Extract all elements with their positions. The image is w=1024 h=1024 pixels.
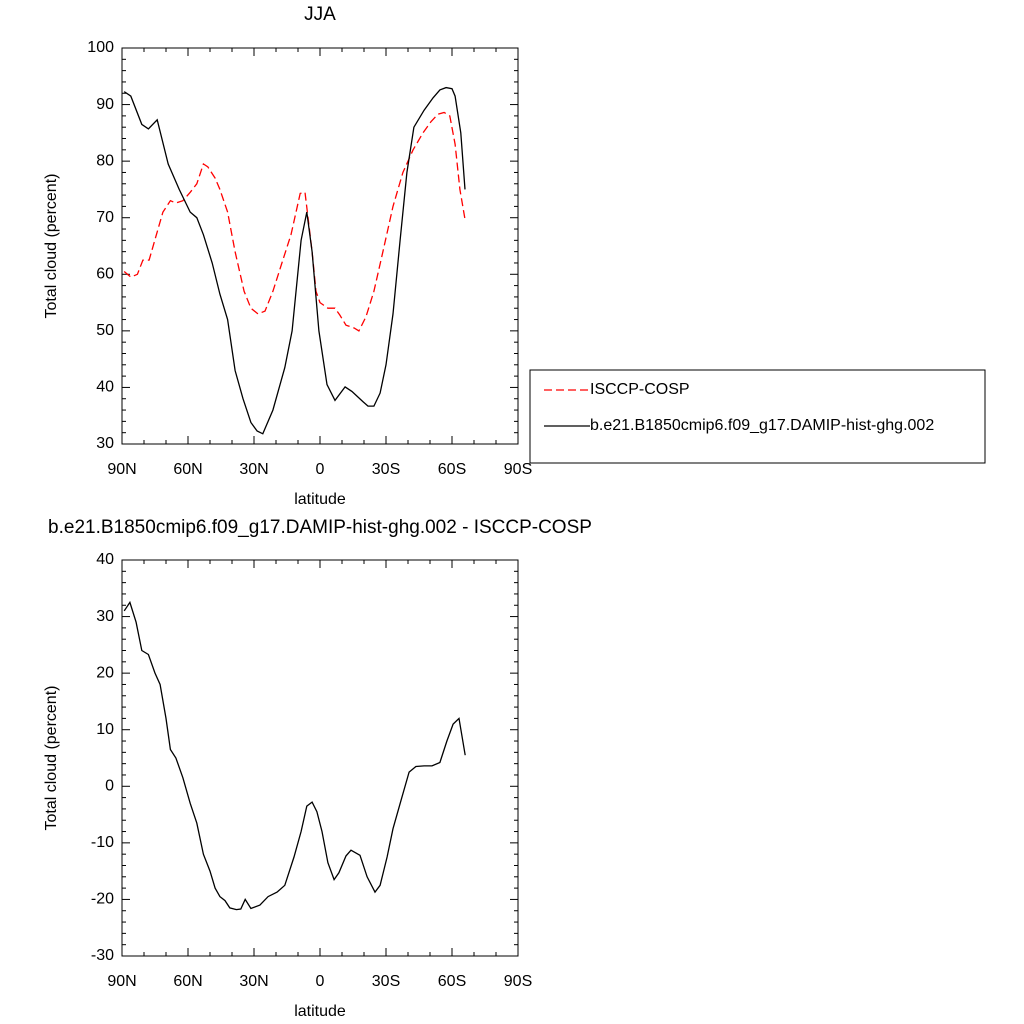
legend-box [529,369,986,464]
y-axis-label: Total cloud (percent) [43,174,60,319]
x-tick-label: 60N [173,461,202,478]
plot-frame [121,559,519,957]
x-axis-label: latitude [294,1003,346,1020]
y-tick-label: 0 [105,778,114,795]
y-tick-label: 30 [96,608,114,625]
y-tick-label: 80 [96,152,114,169]
y-tick-label: -10 [91,834,114,851]
x-tick-label: 30S [372,973,400,990]
y-tick-label: 70 [96,209,114,226]
chart-title: JJA [304,4,336,25]
data-line [123,86,466,435]
y-tick-label: -30 [91,947,114,964]
x-tick-label: 60S [438,973,466,990]
data-line [123,111,466,332]
legend-label: ISCCP-COSP [590,381,690,398]
x-tick-label: 90N [107,461,136,478]
y-tick-label: 50 [96,322,114,339]
chart-title: b.e21.B1850cmip6.f09_g17.DAMIP-hist-ghg.… [48,517,592,538]
y-tick-label: 100 [87,39,114,56]
y-tick-label: 10 [96,721,114,738]
y-axis-label: Total cloud (percent) [43,686,60,831]
y-tick-label: 40 [96,379,114,396]
x-tick-label: 60S [438,461,466,478]
plot-frame [121,47,519,445]
x-tick-label: 30N [239,461,268,478]
y-tick-label: 90 [96,96,114,113]
x-axis-label: latitude [294,491,346,508]
y-tick-label: 20 [96,664,114,681]
x-tick-label: 0 [316,973,325,990]
x-tick-label: 90N [107,973,136,990]
x-tick-label: 90S [504,973,532,990]
x-tick-label: 60N [173,973,202,990]
y-tick-label: 60 [96,266,114,283]
x-tick-label: 0 [316,461,325,478]
x-tick-label: 30N [239,973,268,990]
x-tick-label: 90S [504,461,532,478]
legend-label: b.e21.B1850cmip6.f09_g17.DAMIP-hist-ghg.… [590,417,934,434]
y-tick-label: 40 [96,551,114,568]
y-tick-label: -20 [91,891,114,908]
data-line [123,600,466,911]
x-tick-label: 30S [372,461,400,478]
y-tick-label: 30 [96,435,114,452]
